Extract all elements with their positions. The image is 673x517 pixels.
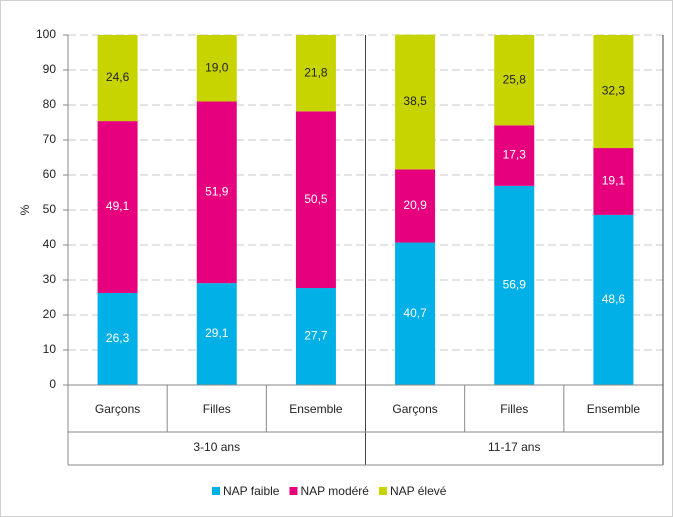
- bar-segment: [395, 169, 436, 243]
- data-label: 19,1: [602, 174, 626, 188]
- data-label: 29,1: [205, 326, 229, 340]
- data-label: 24,6: [106, 70, 130, 84]
- bar-segment: [196, 35, 237, 102]
- y-axis-label: %: [18, 204, 32, 215]
- legend-swatch: [378, 487, 387, 495]
- data-label: 27,7: [304, 329, 328, 343]
- legend-label: NAP modéré: [300, 484, 369, 498]
- group-label: 3-10 ans: [193, 440, 240, 454]
- data-label: 21,8: [304, 65, 328, 79]
- bar-segment: [97, 121, 138, 293]
- bar-segment: [395, 34, 436, 170]
- bar-segment: [494, 35, 535, 126]
- bar-segment: [295, 288, 336, 385]
- x-tick-label: Garçons: [95, 402, 140, 416]
- y-tick-label: 50: [43, 202, 57, 216]
- legend-swatch: [212, 487, 220, 495]
- bar-segment: [196, 283, 237, 385]
- data-label: 56,9: [503, 278, 527, 292]
- y-tick-label: 100: [36, 27, 56, 41]
- x-tick-label: Ensemble: [289, 402, 343, 416]
- legend-label: NAP faible: [223, 484, 280, 498]
- y-tick-label: 40: [43, 237, 57, 251]
- x-tick-label: Ensemble: [587, 402, 641, 416]
- y-tick-label: 80: [43, 97, 57, 111]
- bar-segment: [395, 242, 436, 385]
- legend-label: NAP élevé: [390, 484, 447, 498]
- y-tick-label: 10: [43, 342, 57, 356]
- data-label: 49,1: [106, 199, 130, 213]
- x-tick-label: Garçons: [392, 402, 437, 416]
- data-label: 51,9: [205, 184, 229, 198]
- y-tick-label: 90: [43, 62, 57, 76]
- bar-segment: [295, 35, 336, 112]
- bar-segment: [494, 125, 535, 186]
- data-label: 38,5: [403, 94, 427, 108]
- data-label: 32,3: [602, 84, 626, 98]
- data-label: 48,6: [602, 292, 626, 306]
- y-tick-label: 70: [43, 132, 57, 146]
- data-label: 26,3: [106, 331, 130, 345]
- y-tick-label: 0: [49, 377, 56, 391]
- y-tick-label: 20: [43, 307, 57, 321]
- legend-swatch: [289, 487, 298, 495]
- data-label: 50,5: [304, 192, 328, 206]
- bar-segment: [494, 185, 535, 385]
- y-tick-label: 60: [43, 167, 57, 181]
- data-label: 25,8: [503, 72, 527, 86]
- data-label: 17,3: [503, 148, 527, 162]
- data-label: 19,0: [205, 60, 229, 74]
- x-tick-label: Filles: [203, 402, 231, 416]
- x-tick-label: Filles: [500, 402, 528, 416]
- bar-segment: [97, 292, 138, 385]
- data-label: 40,7: [403, 306, 427, 320]
- bar-segment: [196, 101, 237, 284]
- bar-segment: [295, 111, 336, 289]
- y-tick-label: 30: [43, 272, 57, 286]
- bar-segment: [97, 35, 138, 122]
- bar-segment: [593, 214, 634, 385]
- data-label: 20,9: [403, 198, 427, 212]
- bar-segment: [593, 148, 634, 215]
- bar-segment: [593, 35, 634, 149]
- group-label: 11-17 ans: [488, 440, 540, 454]
